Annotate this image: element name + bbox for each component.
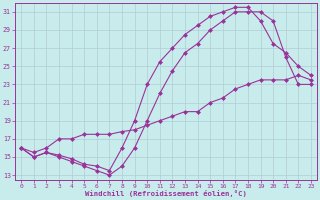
X-axis label: Windchill (Refroidissement éolien,°C): Windchill (Refroidissement éolien,°C) [85,190,247,197]
